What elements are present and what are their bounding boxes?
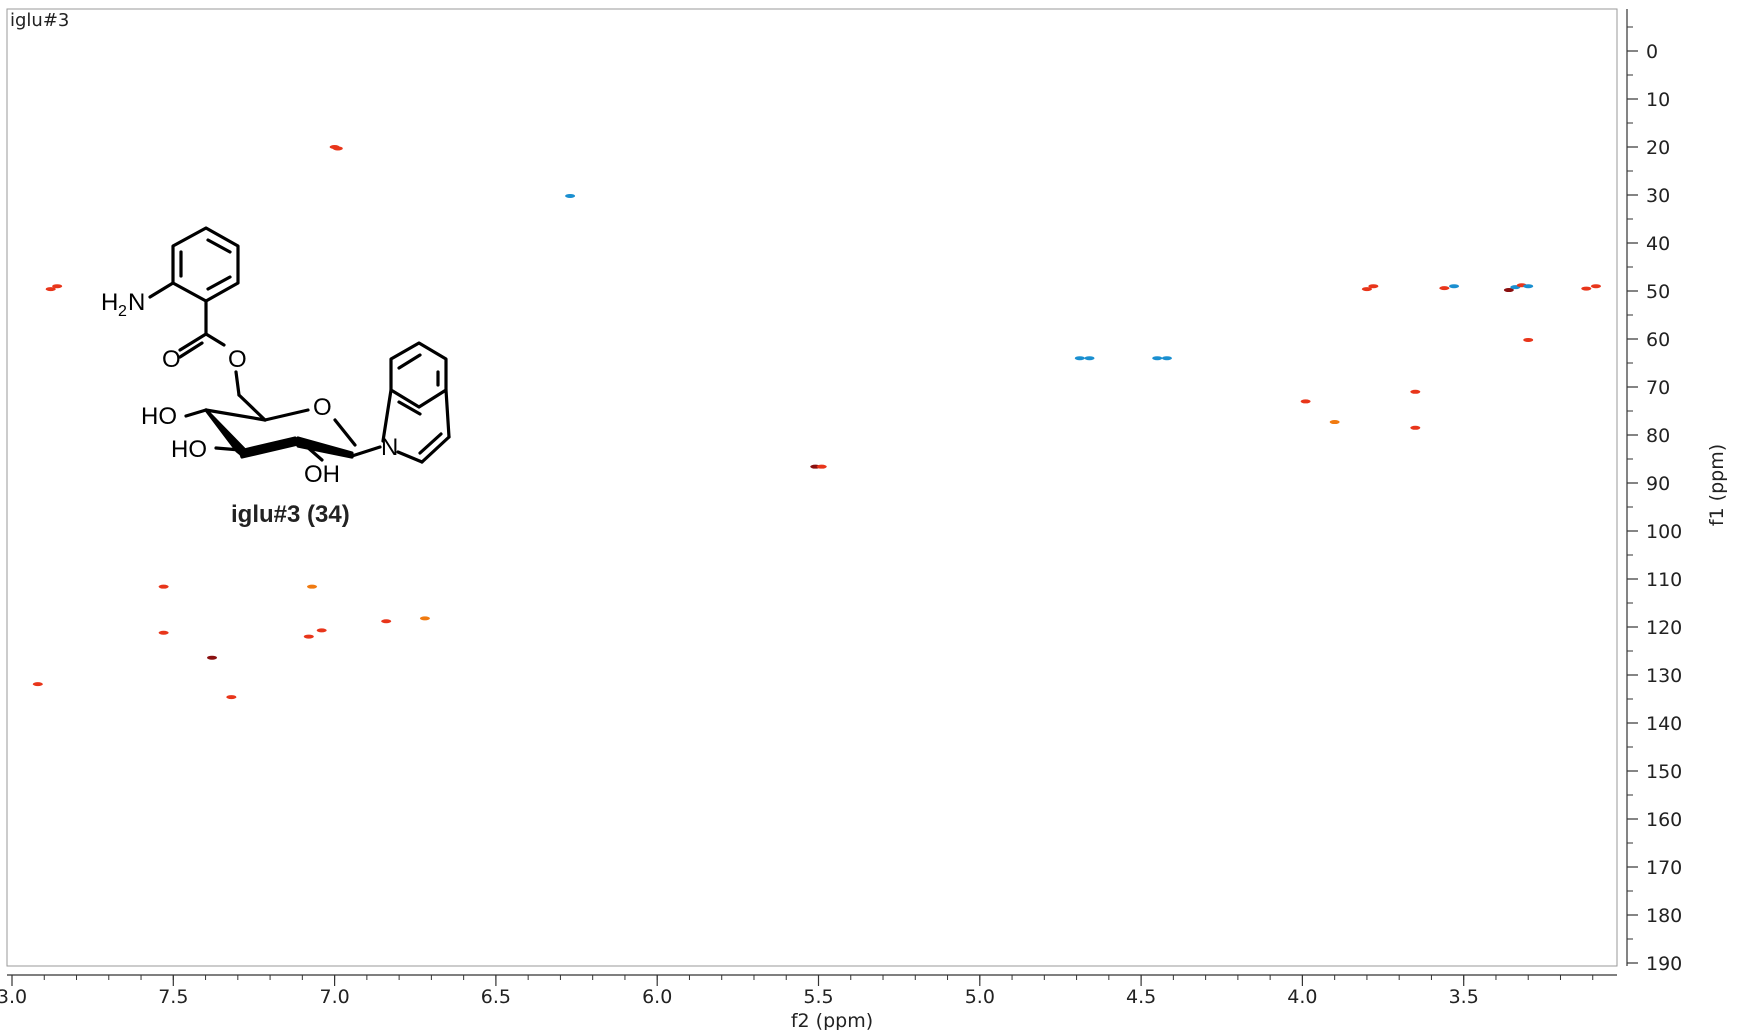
hsqc-peak — [1361, 287, 1372, 292]
hsqc-peak — [158, 630, 169, 635]
atom-n-indole: N — [381, 434, 398, 461]
hsqc-peak — [1523, 284, 1534, 289]
y-tick-label: 110 — [1646, 569, 1682, 591]
x-axis-label: f2 (ppm) — [791, 1010, 873, 1030]
hsqc-peak — [1329, 420, 1340, 425]
hsqc-peak — [45, 287, 56, 292]
y-tick-label: 90 — [1646, 473, 1670, 495]
atom-o-ring: O — [313, 394, 332, 421]
x-tick-label: 7.0 — [319, 986, 349, 1008]
x-tick-label: 3.0 — [0, 986, 27, 1008]
x-tick-label: 5.5 — [803, 986, 833, 1008]
hsqc-peak — [207, 655, 218, 660]
hsqc-peak — [32, 682, 43, 687]
y-tick-label: 170 — [1646, 857, 1682, 879]
hsqc-peak — [1074, 356, 1085, 361]
y-tick-label: 100 — [1646, 521, 1682, 543]
y-tick-label: 140 — [1646, 713, 1682, 735]
structure-atoms: H 2 N O O O HO HO OH N iglu#3 (34) — [101, 289, 398, 528]
hsqc-peak — [1449, 284, 1460, 289]
x-tick-label: 6.0 — [642, 986, 672, 1008]
atom-n-amine: N — [128, 289, 145, 316]
hsqc-peak — [158, 584, 169, 589]
hsqc-peak — [1503, 288, 1514, 293]
x-tick-label: 7.5 — [158, 986, 188, 1008]
hsqc-peak — [1161, 356, 1172, 361]
y-axis-label: f1 (ppm) — [1706, 444, 1728, 526]
y-tick-label: 50 — [1646, 281, 1670, 303]
hsqc-peak — [1368, 284, 1379, 289]
x-axis: 3.0 7.5 7.0 6.5 6.0 5.5 5.0 4.5 4.0 3.5 — [0, 974, 1617, 1008]
structure-caption: iglu#3 (34) — [231, 501, 350, 528]
hsqc-peak — [381, 619, 392, 624]
y-tick-label: 30 — [1646, 185, 1670, 207]
hsqc-peak — [332, 146, 343, 151]
y-tick-label: 10 — [1646, 89, 1670, 111]
hsqc-peak — [226, 695, 237, 700]
hsqc-peak — [1590, 284, 1601, 289]
hsqc-peak — [1581, 286, 1592, 291]
x-tick-label: 3.5 — [1449, 986, 1479, 1008]
y-tick-label: 80 — [1646, 425, 1670, 447]
atom-o-carbonyl: O — [162, 346, 181, 373]
x-tick-label: 6.5 — [481, 986, 511, 1008]
hsqc-peak — [419, 616, 430, 621]
atom-oh-3: OH — [304, 461, 340, 488]
x-tick-label: 4.5 — [1126, 986, 1156, 1008]
y-axis: 0 10 20 30 40 50 60 70 80 90 100 110 120 130 140 150 160… — [1626, 9, 1682, 975]
hsqc-peak — [1300, 399, 1311, 404]
y-tick-label: 40 — [1646, 233, 1670, 255]
y-tick-label: 120 — [1646, 617, 1682, 639]
atom-o-ester: O — [228, 346, 247, 373]
hsqc-peak — [565, 193, 576, 198]
y-tick-label: 130 — [1646, 665, 1682, 687]
hsqc-peak — [1084, 356, 1095, 361]
peaks-layer — [32, 145, 1601, 700]
hsqc-peak — [1410, 389, 1421, 394]
plot-frame — [6, 8, 1618, 967]
hsqc-peak — [816, 464, 827, 469]
y-tick-label: 160 — [1646, 809, 1682, 831]
atom-ho-1: HO — [141, 403, 177, 430]
atom-h-subscript: 2 — [118, 303, 127, 320]
hsqc-peak — [307, 584, 318, 589]
chemical-structure — [148, 226, 451, 464]
atom-ho-2: HO — [171, 436, 207, 463]
y-tick-label: 60 — [1646, 329, 1670, 351]
y-tick-label: 180 — [1646, 905, 1682, 927]
hsqc-peak — [316, 628, 327, 633]
x-tick-label: 5.0 — [965, 986, 995, 1008]
spectrum-title: iglu#3 — [10, 10, 69, 31]
y-tick-label: 70 — [1646, 377, 1670, 399]
hsqc-peak — [52, 284, 63, 289]
y-tick-label: 20 — [1646, 137, 1670, 159]
hsqc-peak — [1410, 425, 1421, 430]
hsqc-peak — [1523, 337, 1534, 342]
y-tick-label: 150 — [1646, 761, 1682, 783]
y-tick-label: 190 — [1646, 953, 1682, 975]
hsqc-peak — [1439, 286, 1450, 291]
hsqc-peak — [303, 634, 314, 639]
hsqc-peak — [1152, 356, 1163, 361]
y-tick-label: 0 — [1646, 41, 1658, 63]
x-tick-label: 4.0 — [1287, 986, 1317, 1008]
atom-h: H — [101, 289, 118, 316]
